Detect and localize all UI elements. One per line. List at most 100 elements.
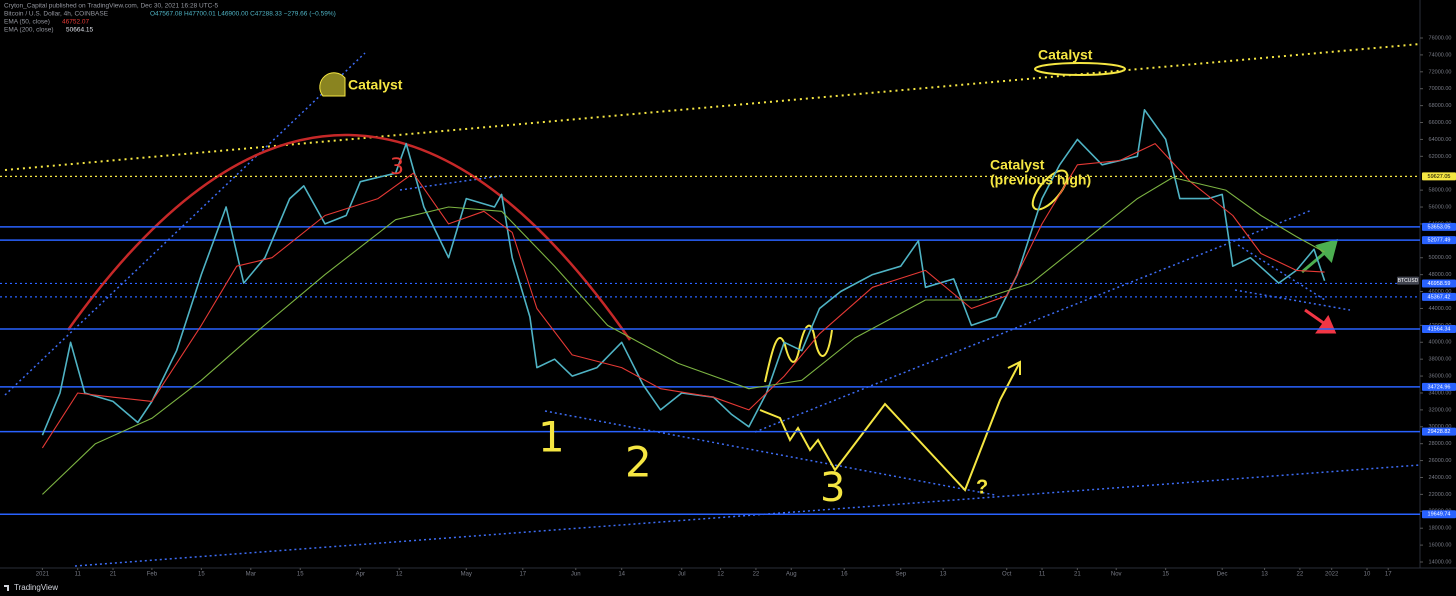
trend-line	[4, 43, 1421, 171]
x-tick-label: Feb	[147, 572, 158, 578]
y-tick-label: 58000.00	[1429, 188, 1452, 194]
x-tick-label: 16	[841, 572, 848, 578]
annotation: Catalyst	[1038, 47, 1093, 63]
x-tick-label: 2021	[36, 572, 50, 578]
y-tick-label: 40000.00	[1429, 340, 1452, 346]
x-tick-label: May	[461, 572, 472, 578]
y-tick-label: 44000.00	[1429, 306, 1452, 312]
annotation: 3	[820, 465, 845, 511]
annotation: 3	[390, 155, 404, 180]
catalyst-marker	[319, 72, 346, 97]
x-tick-label: 14	[618, 572, 625, 578]
legend: Cryton_Capital published on TradingView.…	[4, 3, 336, 34]
y-tick-label: 26000.00	[1429, 458, 1452, 464]
x-tick-label: 15	[297, 572, 304, 578]
publisher: Cryton_Capital published on TradingView.…	[4, 3, 219, 10]
x-tick-label: 13	[1261, 572, 1268, 578]
y-tick-label: 70000.00	[1429, 86, 1452, 92]
price-level-tag	[1422, 172, 1456, 181]
price-level-label: 29428.82	[1428, 429, 1451, 435]
x-tick-label: 21	[1074, 572, 1081, 578]
down-arrow	[1304, 308, 1337, 334]
price-level-tag	[1422, 325, 1456, 334]
price-level-label: 45367.42	[1428, 294, 1451, 300]
up-arrow	[1301, 238, 1339, 274]
y-tick-label: 28000.00	[1429, 441, 1452, 447]
logo	[4, 585, 9, 591]
annotation: ?	[976, 476, 988, 498]
y-tick-label: 56000.00	[1429, 204, 1452, 210]
x-tick-label: 22	[753, 572, 760, 578]
price-level-label: 59627.05	[1428, 174, 1451, 180]
y-tick-label: 30000.00	[1429, 424, 1452, 430]
legend-entry: EMA (50, close)	[4, 19, 50, 26]
x-tick-label: 2022	[1325, 572, 1339, 578]
price-level-label: 53653.05	[1428, 224, 1451, 230]
x-tick-label: 22	[1297, 572, 1304, 578]
x-tick-label: Apr	[356, 572, 365, 578]
footer-brand: TradingView	[14, 583, 58, 592]
annotation: 1	[538, 413, 565, 462]
x-tick-label: Jun	[571, 572, 581, 578]
x-tick-label: Mar	[246, 572, 256, 578]
x-tick-label: 10	[1364, 572, 1371, 578]
x-tick-label: Oct	[1002, 572, 1012, 578]
x-tick-label: Sep	[895, 572, 906, 578]
x-tick-label: 17	[1385, 572, 1392, 578]
y-tick-label: 22000.00	[1429, 492, 1452, 498]
x-tick-label: 11	[1039, 572, 1046, 578]
y-tick-label: 34000.00	[1429, 390, 1452, 396]
x-tick-label: Nov	[1111, 572, 1122, 578]
legend-entry: EMA (200, close)	[4, 27, 54, 34]
price-level-label: 41564.34	[1428, 326, 1451, 332]
x-tick-label: 21	[110, 572, 117, 578]
trend-line	[399, 175, 501, 191]
highlight-ellipse	[1034, 62, 1126, 76]
x-tick-label: 17	[519, 572, 526, 578]
price-level-label: 52077.49	[1428, 238, 1451, 244]
price-level-tag	[1422, 292, 1456, 301]
x-tick-label: 15	[198, 572, 205, 578]
x-tick-label: 15	[1162, 572, 1169, 578]
y-tick-label: 36000.00	[1429, 374, 1452, 380]
y-tick-label: 74000.00	[1429, 52, 1452, 58]
trend-line	[1237, 244, 1326, 301]
y-tick-label: 14000.00	[1429, 559, 1452, 565]
legend-value: 50664.15	[66, 27, 93, 34]
y-tick-label: 24000.00	[1429, 475, 1452, 481]
price-level-label: 34724.96	[1428, 384, 1451, 390]
x-tick-label: 13	[940, 572, 947, 578]
price-level-tag	[1422, 510, 1456, 519]
projection	[764, 324, 833, 383]
plot: 59627.05 53653.05 52077.49 46958.59 45367.42…	[0, 109, 1456, 519]
y-tick-label: 16000.00	[1429, 543, 1452, 549]
y-tick-label: 72000.00	[1429, 69, 1452, 75]
y-tick-label: 46000.00	[1429, 289, 1452, 295]
y-tick-label: 64000.00	[1429, 137, 1452, 143]
price-level-tag	[1422, 382, 1456, 391]
highlight-ellipse	[1031, 169, 1069, 211]
x-tick-label: 12	[717, 572, 724, 578]
annotation: Catalyst	[348, 77, 403, 93]
x-tick-label: Dec	[1217, 572, 1228, 578]
y-tick-label: 50000.00	[1429, 255, 1452, 261]
ema-line	[42, 176, 1325, 495]
y-tick-label: 38000.00	[1429, 357, 1452, 363]
y-tick-label: 48000.00	[1429, 272, 1452, 278]
x-tick-label: Jul	[678, 572, 686, 578]
price-level-tag	[1422, 427, 1456, 436]
y-tick-label: 32000.00	[1429, 407, 1452, 413]
x-tick-label: 12	[396, 572, 403, 578]
ohlc: O47567.08 H47700.01 L46900.00 C47288.33 …	[150, 11, 336, 18]
price-line	[41, 109, 1326, 436]
annotation: 2	[625, 438, 652, 487]
trend-line	[544, 410, 996, 496]
y-tick-label: 68000.00	[1429, 103, 1452, 109]
annotation: (previous high)	[990, 172, 1091, 188]
y-tick-label: 66000.00	[1429, 120, 1452, 126]
price-level-label: 46958.59	[1428, 281, 1451, 287]
legend-value: 46752.07	[62, 19, 89, 26]
y-tick-label: 18000.00	[1429, 526, 1452, 532]
